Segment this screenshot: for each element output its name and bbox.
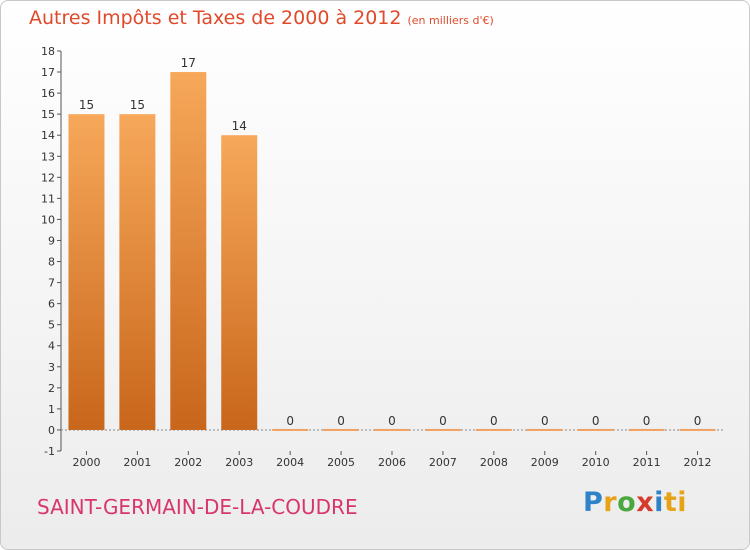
data-label: 0 (694, 414, 702, 428)
data-label: 15 (130, 98, 145, 112)
data-label: 0 (541, 414, 549, 428)
logo-letter: x (636, 487, 655, 518)
x-tick-label: 2005 (327, 456, 355, 469)
y-tick-label: 5 (48, 319, 55, 332)
bar (577, 428, 614, 431)
y-tick-label: 4 (48, 340, 55, 353)
bar (679, 428, 716, 431)
y-tick-label: 1 (48, 403, 55, 416)
logo-letter: i (654, 487, 664, 518)
data-label: 14 (232, 119, 247, 133)
data-label: 17 (181, 56, 196, 70)
y-tick-label: 12 (41, 171, 55, 184)
x-tick-label: 2010 (582, 456, 610, 469)
y-tick-label: 16 (41, 87, 55, 100)
data-label: 0 (286, 414, 294, 428)
y-tick-label: 13 (41, 150, 55, 163)
bar (170, 72, 207, 430)
y-tick-label: 10 (41, 213, 55, 226)
data-label: 0 (439, 414, 447, 428)
x-tick-label: 2001 (123, 456, 151, 469)
x-tick-label: 2012 (684, 456, 712, 469)
x-tick-label: 2009 (531, 456, 559, 469)
bar (272, 428, 309, 431)
y-tick-label: 9 (48, 234, 55, 247)
data-label: 0 (643, 414, 651, 428)
commune-name: SAINT-GERMAIN-DE-LA-COUDRE (37, 495, 358, 519)
bar (374, 428, 410, 431)
x-tick-label: 2006 (378, 456, 406, 469)
logo-letter: ti (663, 487, 688, 518)
x-tick-label: 2003 (225, 456, 253, 469)
y-tick-label: 17 (41, 66, 55, 79)
y-tick-label: 11 (41, 192, 55, 205)
data-label: 0 (388, 414, 396, 428)
y-tick-label: 2 (48, 382, 55, 395)
y-tick-label: 6 (48, 298, 55, 311)
y-tick-label: 3 (48, 361, 55, 374)
bar (68, 114, 105, 430)
bar (323, 428, 360, 431)
y-tick-label: -1 (44, 445, 55, 458)
y-tick-label: 0 (48, 424, 55, 437)
y-tick-label: 14 (41, 129, 55, 142)
bar (221, 135, 258, 430)
x-tick-label: 2000 (72, 456, 100, 469)
y-tick-label: 18 (41, 45, 55, 58)
x-tick-label: 2011 (633, 456, 661, 469)
bar (119, 114, 156, 430)
data-label: 15 (79, 98, 94, 112)
bar (424, 428, 461, 431)
x-tick-label: 2004 (276, 456, 304, 469)
logo-letter: r (603, 487, 618, 518)
bar (628, 428, 665, 431)
bar (475, 428, 512, 431)
bar (526, 428, 563, 431)
data-label: 0 (592, 414, 600, 428)
x-tick-label: 2002 (174, 456, 202, 469)
x-tick-label: 2007 (429, 456, 457, 469)
proxiti-logo: Proxiti (583, 487, 687, 518)
y-tick-label: 15 (41, 108, 55, 121)
logo-letter: P (583, 487, 604, 518)
x-tick-label: 2008 (480, 456, 508, 469)
data-label: 0 (337, 414, 345, 428)
chart-unit: (en milliers d'€) (407, 14, 494, 27)
chart-title-text: Autres Impôts et Taxes de 2000 à 2012 (29, 7, 402, 29)
y-tick-label: 8 (48, 256, 55, 269)
logo-letter: o (617, 487, 637, 518)
y-tick-label: 7 (48, 277, 55, 290)
data-label: 0 (490, 414, 498, 428)
chart-title: Autres Impôts et Taxes de 2000 à 2012 (en… (29, 7, 494, 29)
